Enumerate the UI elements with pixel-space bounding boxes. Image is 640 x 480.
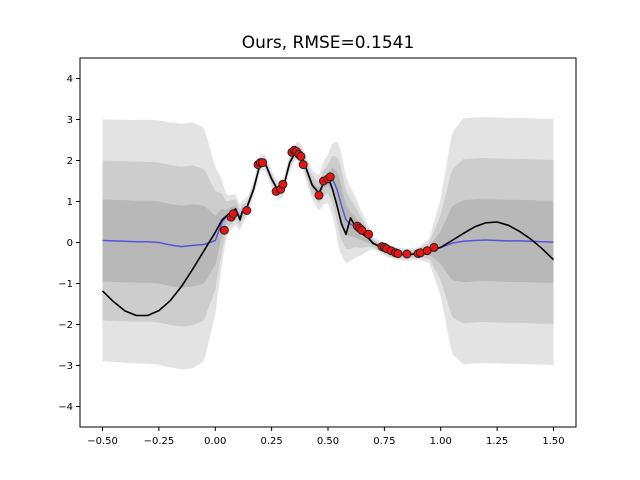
band-2sd [102,145,554,327]
observation-point [298,160,308,170]
y-axis: −4 −3 −2 −1 0 1 2 3 4 [58,74,80,413]
y-tick-label: 3 [67,115,73,126]
uncertainty-bands [102,117,554,370]
y-tick-label: 4 [67,74,73,85]
observation-point [325,172,335,182]
x-tick-label: 1.50 [542,436,564,447]
chart-title: Ours, RMSE=0.1541 [242,33,415,53]
observation-points [219,145,439,259]
observation-point [314,190,324,200]
y-tick-label: 2 [67,156,73,167]
x-tick-label: −0.25 [144,436,175,447]
y-tick-label: −4 [58,402,73,413]
y-tick-label: −1 [58,279,73,290]
y-tick-label: 0 [67,238,73,249]
band-3sd [102,117,554,370]
observation-point [364,229,374,239]
observation-point [242,206,252,215]
y-tick-label: −2 [58,320,73,331]
observation-point [258,158,268,168]
x-tick-label: 1.00 [430,436,452,447]
y-tick-label: −3 [58,361,73,372]
y-tick-label: 1 [67,197,73,208]
observation-point [296,151,306,161]
x-tick-label: 0.75 [373,436,395,447]
observation-point [228,209,238,219]
x-tick-label: 0.25 [261,436,283,447]
x-tick-label: 0.50 [317,436,339,447]
observation-point [393,249,403,259]
x-tick-label: 1.25 [486,436,508,447]
observation-point [402,249,412,259]
observation-point [219,225,229,235]
observation-point [429,242,439,252]
x-tick-label: −0.50 [87,436,118,447]
band-1sd [102,148,554,288]
x-tick-label: 0.00 [204,436,226,447]
observation-point [278,179,288,189]
x-axis: −0.50 −0.25 0.00 0.25 0.50 0.75 1.00 1.25 1.50 [87,427,565,447]
observation-point [357,225,367,235]
